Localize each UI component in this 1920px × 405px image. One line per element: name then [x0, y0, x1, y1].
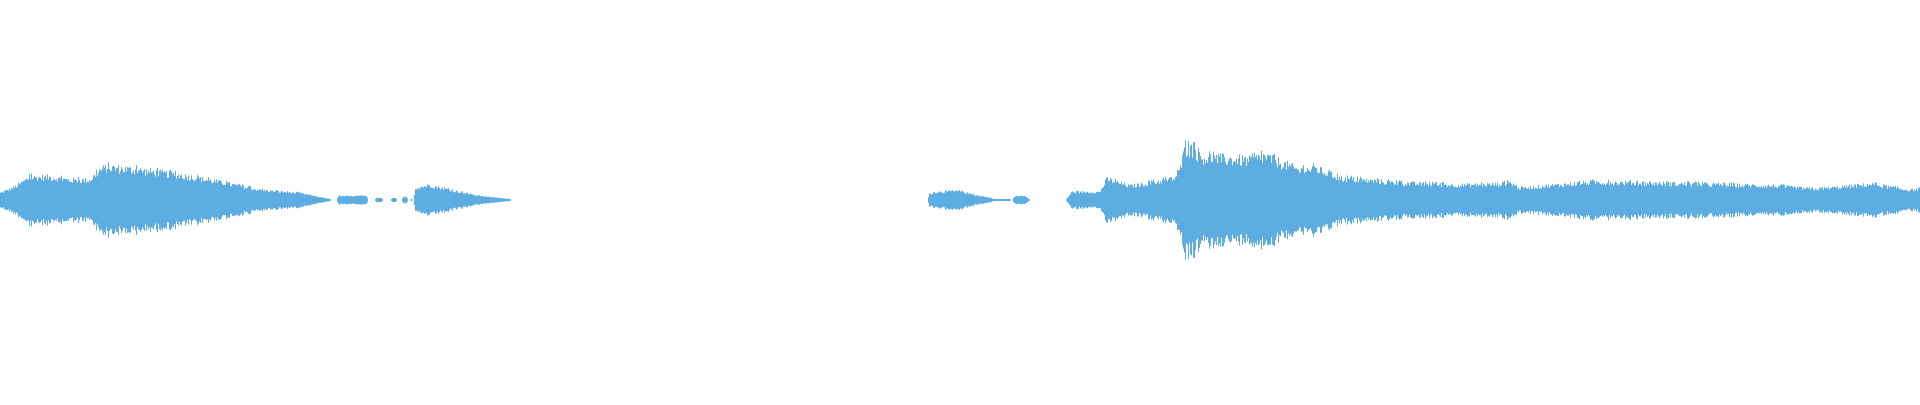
waveform-peaks	[0, 140, 1920, 260]
